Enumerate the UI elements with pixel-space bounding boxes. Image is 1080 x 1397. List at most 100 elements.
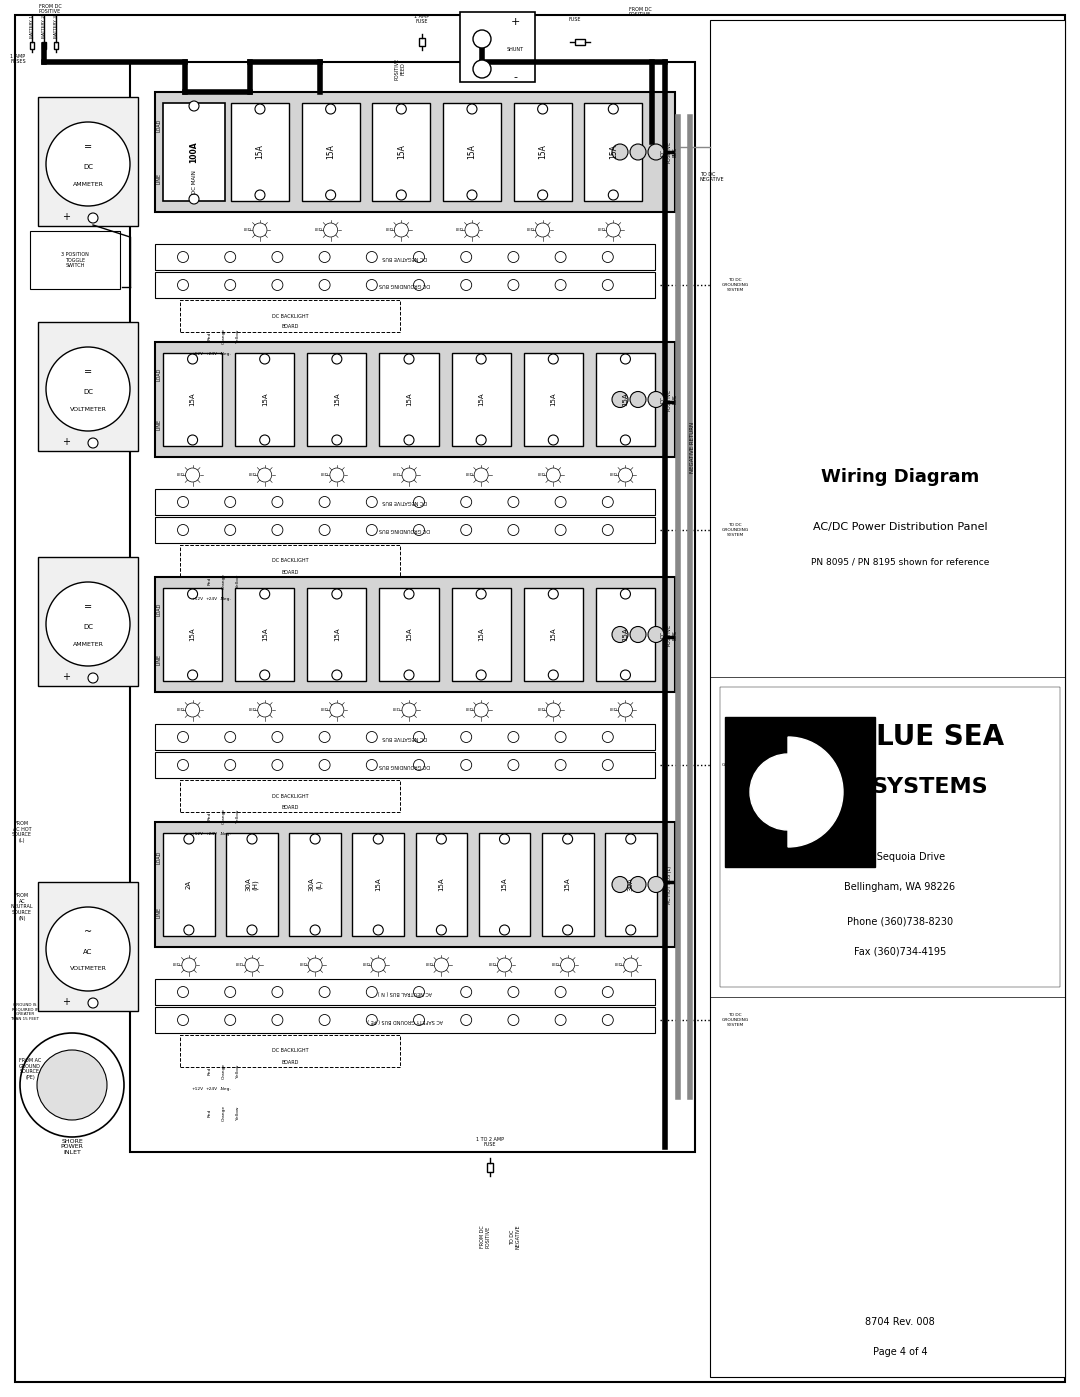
Text: Yellow: Yellow — [237, 1065, 240, 1077]
Circle shape — [603, 760, 613, 771]
Bar — [419, 38, 424, 46]
Circle shape — [648, 391, 664, 408]
Text: Orange: Orange — [222, 1063, 226, 1078]
Text: Orange: Orange — [222, 807, 226, 824]
Circle shape — [272, 732, 283, 742]
Text: -: - — [513, 73, 517, 82]
Text: DC: DC — [83, 624, 93, 630]
Bar — [478, 833, 530, 936]
Circle shape — [332, 353, 342, 365]
Circle shape — [332, 434, 342, 446]
Text: LED: LED — [609, 708, 618, 712]
Text: 15A: 15A — [551, 393, 556, 407]
Text: FUSE: FUSE — [569, 17, 581, 21]
Circle shape — [612, 391, 627, 408]
Circle shape — [177, 251, 189, 263]
Circle shape — [188, 353, 198, 365]
Circle shape — [555, 1014, 566, 1025]
Circle shape — [474, 468, 488, 482]
Circle shape — [272, 251, 283, 263]
Circle shape — [549, 434, 558, 446]
Bar — [235, 588, 294, 680]
Text: DC
POSITIVE
BUS: DC POSITIVE BUS — [661, 141, 677, 163]
Circle shape — [272, 986, 283, 997]
Bar — [308, 353, 366, 446]
Circle shape — [603, 1014, 613, 1025]
Circle shape — [189, 101, 199, 110]
Text: -Neg.: -Neg. — [220, 1087, 232, 1091]
Bar — [163, 353, 222, 446]
Text: +: + — [511, 17, 519, 27]
Circle shape — [498, 958, 512, 972]
Text: +24V: +24V — [206, 352, 218, 356]
Text: Red: Red — [208, 1109, 212, 1118]
Circle shape — [404, 590, 414, 599]
Bar — [575, 39, 585, 45]
Text: ~: ~ — [84, 928, 92, 937]
Circle shape — [538, 190, 548, 200]
Circle shape — [319, 251, 330, 263]
Text: +24V: +24V — [206, 1087, 218, 1091]
Circle shape — [620, 353, 631, 365]
Text: +: + — [62, 437, 70, 447]
Circle shape — [225, 279, 235, 291]
Text: +: + — [62, 997, 70, 1007]
Circle shape — [372, 958, 386, 972]
Text: Fax (360)734-4195: Fax (360)734-4195 — [854, 947, 946, 957]
Circle shape — [630, 626, 646, 643]
Text: Red: Red — [208, 812, 212, 820]
Text: Yellow: Yellow — [237, 330, 240, 342]
Circle shape — [608, 103, 619, 115]
Text: BLUE SEA: BLUE SEA — [855, 724, 1004, 752]
Text: 30A
(L): 30A (L) — [309, 877, 322, 891]
Circle shape — [329, 703, 343, 717]
Text: 15A: 15A — [565, 877, 570, 891]
Circle shape — [319, 496, 330, 507]
Circle shape — [620, 434, 631, 446]
Circle shape — [225, 1014, 235, 1025]
Text: LED: LED — [176, 474, 185, 476]
Text: Wiring Diagram: Wiring Diagram — [821, 468, 980, 486]
Text: LINE: LINE — [157, 173, 162, 184]
Circle shape — [404, 671, 414, 680]
Text: LED: LED — [176, 708, 185, 712]
Bar — [180, 300, 400, 332]
Circle shape — [319, 986, 330, 997]
Bar — [156, 752, 654, 778]
Text: VOLTMETER: VOLTMETER — [69, 967, 107, 971]
Text: 15A: 15A — [478, 393, 484, 407]
Text: LED: LED — [248, 474, 257, 476]
Bar — [163, 103, 225, 201]
Text: LED: LED — [362, 963, 370, 967]
Text: 15A: 15A — [478, 627, 484, 641]
Circle shape — [253, 224, 267, 237]
Text: +: + — [62, 672, 70, 682]
Circle shape — [404, 434, 414, 446]
Bar — [156, 92, 675, 212]
Text: SHUNT: SHUNT — [507, 46, 524, 52]
Circle shape — [461, 496, 472, 507]
Text: FROM
AC HOT
SOURCE
(L): FROM AC HOT SOURCE (L) — [12, 821, 32, 844]
Text: 15A: 15A — [609, 144, 618, 159]
Circle shape — [272, 496, 283, 507]
Text: DC GROUNDING BUS: DC GROUNDING BUS — [379, 282, 431, 288]
Bar — [379, 588, 438, 680]
Bar — [725, 717, 875, 868]
Bar — [54, 42, 58, 49]
Circle shape — [461, 986, 472, 997]
Bar — [605, 833, 657, 936]
Wedge shape — [788, 738, 843, 847]
Circle shape — [87, 212, 98, 224]
Text: LED: LED — [615, 963, 623, 967]
Circle shape — [648, 626, 664, 643]
Text: NEGATIVE RETURN: NEGATIVE RETURN — [689, 422, 694, 472]
Text: BATTERY 3: BATTERY 3 — [54, 14, 58, 38]
Text: -Neg.: -Neg. — [220, 352, 232, 356]
Text: 15A: 15A — [190, 627, 195, 641]
Bar — [38, 557, 138, 686]
Text: AC/DC Power Distribution Panel: AC/DC Power Distribution Panel — [812, 522, 987, 532]
Text: DC NEGATIVE BUS: DC NEGATIVE BUS — [382, 254, 428, 260]
Bar — [373, 103, 430, 201]
Circle shape — [648, 876, 664, 893]
Circle shape — [186, 703, 200, 717]
